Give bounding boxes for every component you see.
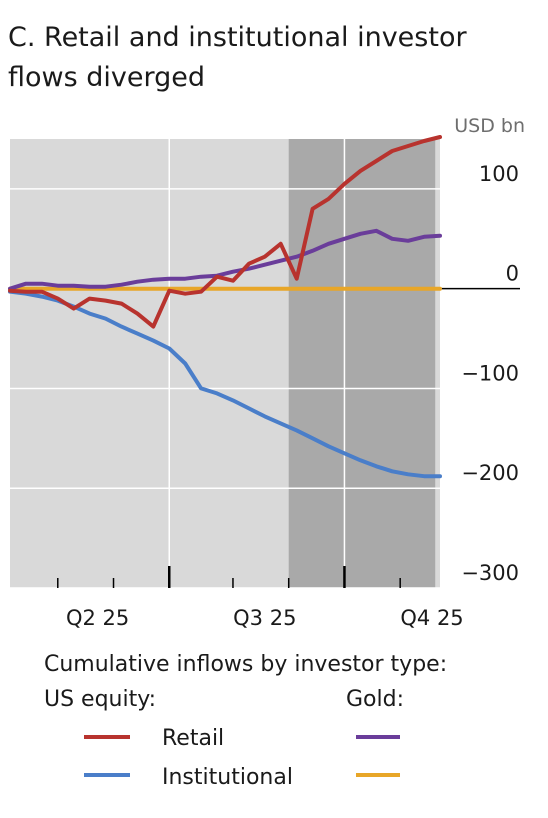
x-axis — [57, 566, 401, 588]
x-tick-label-2: Q4 25 — [400, 606, 463, 630]
y-tick-label-2: −100 — [461, 361, 519, 385]
y-tick-labels: 100 0 −100 −200 −300 — [461, 162, 519, 585]
unit-label: USD bn — [454, 115, 525, 137]
x-tick-label-1: Q3 25 — [233, 606, 296, 630]
series-line-0 — [8, 135, 442, 329]
y-tick-label-0: 100 — [479, 162, 519, 186]
legend-caption: Cumulative inflows by investor type: — [44, 652, 447, 677]
legend-label-institutional: Institutional — [162, 765, 293, 790]
legend-group-gold: Gold: — [346, 687, 404, 712]
gridlines — [10, 139, 440, 589]
shaded-period-0 — [288, 139, 436, 588]
legend-group-us-equity: US equity: — [44, 687, 156, 712]
x-tick-label-0: Q2 25 — [66, 606, 129, 630]
y-tick-label-3: −200 — [461, 461, 519, 485]
chart-title-line-1: C. Retail and institutional investor — [8, 22, 467, 53]
x-tick-labels: Q2 25 Q3 25 Q4 25 — [66, 606, 464, 630]
y-tick-label-1: 0 — [506, 262, 519, 286]
y-tick-label-4: −300 — [461, 561, 519, 585]
series-layer — [8, 135, 442, 479]
legend-label-retail: Retail — [162, 726, 224, 751]
series-line-1 — [8, 289, 442, 479]
chart-title-line-2: flows diverged — [8, 62, 205, 93]
series-line-2 — [8, 228, 442, 291]
shaded-periods — [288, 139, 436, 588]
